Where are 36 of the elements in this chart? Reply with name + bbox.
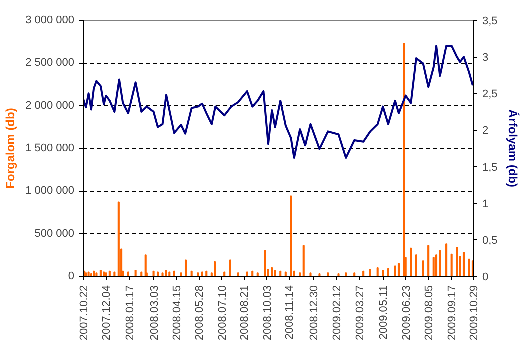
x-tick-label: 2008.05.28: [194, 285, 206, 341]
x-tick-label: 2009.10.29: [468, 285, 480, 341]
y-tick-label: 500 000: [34, 228, 75, 240]
x-tick-label: 2009.03.27: [354, 285, 366, 341]
y-tick-label: 0: [68, 270, 75, 282]
y-axis-title: Forgalom (db): [4, 108, 18, 189]
line-series: [84, 45, 474, 160]
x-tick-label: 2008.10.03: [262, 285, 274, 341]
x-tick-label: 2008.08.21: [239, 285, 252, 341]
x-tick-label: 2008.11.14: [284, 285, 296, 340]
y2-tick-label: 2,5: [482, 88, 498, 101]
x-tick-label: 2008.03.03: [148, 285, 161, 341]
y2-tick-label: 3: [482, 52, 489, 64]
x-tick-label: 2009.08.05: [424, 285, 436, 341]
y2-tick-label: 1,5: [482, 162, 498, 174]
y2-tick-label: 3,5: [482, 16, 498, 28]
y-tick-label: 2 000 000: [26, 100, 74, 112]
y2-tick-label: 1: [482, 198, 489, 210]
y2-axis-title: Árfolyam (db): [506, 110, 520, 188]
x-tick-label: 2009.02.12: [332, 285, 344, 341]
x-tick-label: 2008.04.15: [172, 285, 184, 341]
y-tick-label: 1 000 000: [26, 185, 74, 198]
x-tick-label: 2009.06.23: [400, 285, 413, 341]
x-tick-label: 2009.05.11: [378, 285, 390, 340]
x-tick-label: 2008.07.10: [216, 285, 229, 341]
x-tick-label: 2009.09.17: [446, 285, 458, 341]
y2-tick-label: 0,5: [482, 234, 498, 247]
y-tick-label: 2 500 000: [26, 57, 74, 70]
x-tick-label: 2008.12.30: [308, 285, 320, 341]
x-tick-label: 2007.10.22: [78, 285, 90, 341]
x-tick-label: 2007.12.04: [101, 285, 114, 341]
x-tick-label: 2008.01.17: [124, 285, 136, 341]
y2-tick-label: 2: [482, 125, 489, 138]
y-tick-label: 3 000 000: [26, 14, 74, 26]
y-tick-label: 1 500 000: [26, 142, 74, 154]
y2-tick-label: 0: [482, 272, 489, 284]
